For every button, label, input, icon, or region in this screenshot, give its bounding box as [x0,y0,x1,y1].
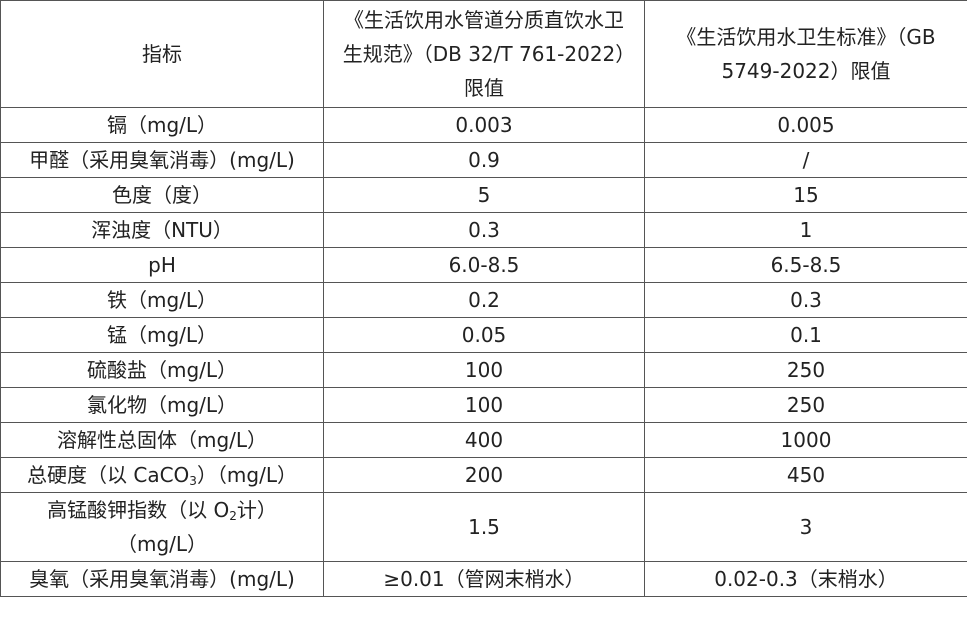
table-cell: pH [0,247,324,283]
table-cell: 锰（mg/L） [0,317,324,353]
table-row: 总硬度（以 CaCO3）（mg/L） 200 450 [0,457,967,493]
table-row: 高锰酸钾指数（以 O2计）（mg/L） 1.5 3 [0,492,967,562]
table-cell: 15 [644,177,967,213]
subscript: 2 [229,509,237,523]
table-row: 溶解性总固体（mg/L） 400 1000 [0,422,967,458]
table-cell: 臭氧（采用臭氧消毒）(mg/L) [0,561,324,597]
table-cell: / [644,142,967,178]
table-cell: 0.1 [644,317,967,353]
table-cell: 6.0-8.5 [323,247,645,283]
cell-text: ）（mg/L） [196,463,297,487]
header-cell: 《生活饮用水卫生标准》（GB 5749-2022）限值 [644,0,967,108]
table-row: pH 6.0-8.5 6.5-8.5 [0,247,967,283]
table-cell: 0.05 [323,317,645,353]
table-cell: 6.5-8.5 [644,247,967,283]
table-row: 浑浊度（NTU） 0.3 1 [0,212,967,248]
table-cell: 250 [644,387,967,423]
table-cell: 总硬度（以 CaCO3）（mg/L） [0,457,324,493]
cell-text: 计）（mg/L） [116,498,277,556]
table-cell: 0.3 [644,282,967,318]
table-cell: 硫酸盐（mg/L） [0,352,324,388]
table-cell: 1000 [644,422,967,458]
table-row: 锰（mg/L） 0.05 0.1 [0,317,967,353]
header-row: 指标 《生活饮用水管道分质直饮水卫生规范》（DB 32/T 761-2022）限值… [0,0,967,108]
table-cell: 1.5 [323,492,645,562]
table-row: 氯化物（mg/L） 100 250 [0,387,967,423]
table-cell: 高锰酸钾指数（以 O2计）（mg/L） [0,492,324,562]
table-cell: 3 [644,492,967,562]
subscript: 3 [189,474,197,488]
table-cell: 铁（mg/L） [0,282,324,318]
table-cell: 1 [644,212,967,248]
cell-text: 总硬度（以 CaCO [27,463,190,487]
table-cell: 100 [323,387,645,423]
table-cell: 0.003 [323,107,645,143]
table-row: 铁（mg/L） 0.2 0.3 [0,282,967,318]
table-cell: 5 [323,177,645,213]
table-cell: 0.3 [323,212,645,248]
header-cell: 《生活饮用水管道分质直饮水卫生规范》（DB 32/T 761-2022）限值 [323,0,645,108]
table-cell: 200 [323,457,645,493]
table-cell: 0.2 [323,282,645,318]
table-cell: 0.9 [323,142,645,178]
table-cell: 400 [323,422,645,458]
table-cell: 450 [644,457,967,493]
table-cell: 色度（度） [0,177,324,213]
table-row: 色度（度） 5 15 [0,177,967,213]
table-row: 硫酸盐（mg/L） 100 250 [0,352,967,388]
table-cell: 0.005 [644,107,967,143]
table-cell: 浑浊度（NTU） [0,212,324,248]
table-cell: 溶解性总固体（mg/L） [0,422,324,458]
table-row: 甲醛（采用臭氧消毒）(mg/L) 0.9/ [0,142,967,178]
table-row: 镉（mg/L） 0.003 0.005 [0,107,967,143]
table-row: 臭氧（采用臭氧消毒）(mg/L) ≥0.01（管网末梢水） 0.02-0.3（末梢水… [0,561,967,597]
cell-text: 高锰酸钾指数（以 O [47,498,230,522]
header-cell: 指标 [0,0,324,108]
table-cell: 100 [323,352,645,388]
table-cell: 250 [644,352,967,388]
table-cell: 镉（mg/L） [0,107,324,143]
table-cell: 氯化物（mg/L） [0,387,324,423]
table-cell: ≥0.01（管网末梢水） [323,561,645,597]
table-cell: 0.02-0.3（末梢水） [644,561,967,597]
standards-table: 指标 《生活饮用水管道分质直饮水卫生规范》（DB 32/T 761-2022）限值… [0,0,967,597]
table-cell: 甲醛（采用臭氧消毒）(mg/L) [0,142,324,178]
